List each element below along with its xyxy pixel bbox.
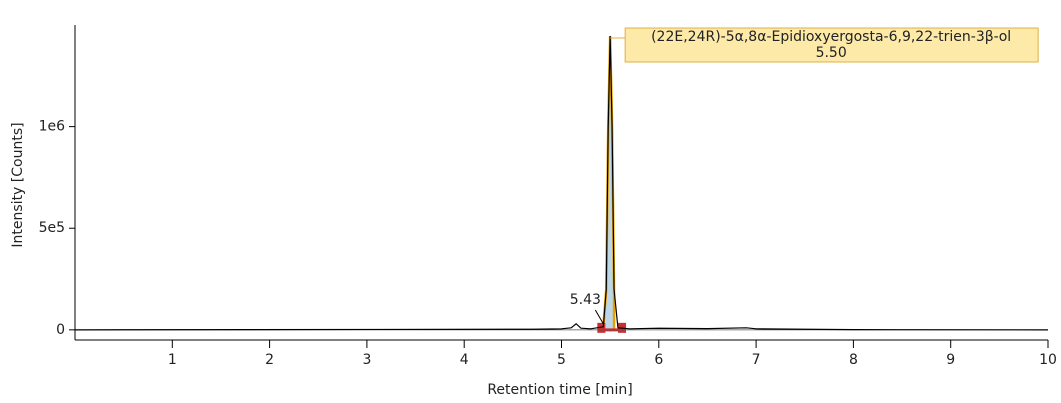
x-tick-label: 6	[654, 352, 663, 368]
x-tick-label: 4	[460, 352, 469, 368]
x-tick-label: 8	[849, 352, 858, 368]
x-tick-label: 2	[265, 352, 274, 368]
peak-rt-label: 5.43	[570, 292, 601, 308]
y-axis-label: Intensity [Counts]	[10, 122, 26, 247]
trace-line	[74, 35, 1049, 331]
x-tick-label: 7	[752, 352, 761, 368]
integration-marker	[597, 322, 606, 333]
peak-callout	[624, 27, 1039, 63]
x-tick-label: 3	[362, 352, 371, 368]
y-tick-label: 1e6	[39, 119, 66, 135]
peak-name: (22E,24R)-5α,8α-Epidioxyergosta-6,9,22-t…	[651, 29, 1011, 45]
peak-rt-label: 5.50	[816, 45, 847, 61]
x-tick-label: 10	[1039, 352, 1057, 368]
x-tick-label: 5	[557, 352, 566, 368]
y-tick-label: 0	[56, 322, 65, 338]
y-tick-label: 5e5	[39, 220, 65, 236]
label-pointer	[594, 309, 604, 325]
x-tick-label: 9	[946, 352, 955, 368]
x-axis-label: Retention time [min]	[487, 382, 632, 398]
x-tick-label: 1	[168, 352, 177, 368]
